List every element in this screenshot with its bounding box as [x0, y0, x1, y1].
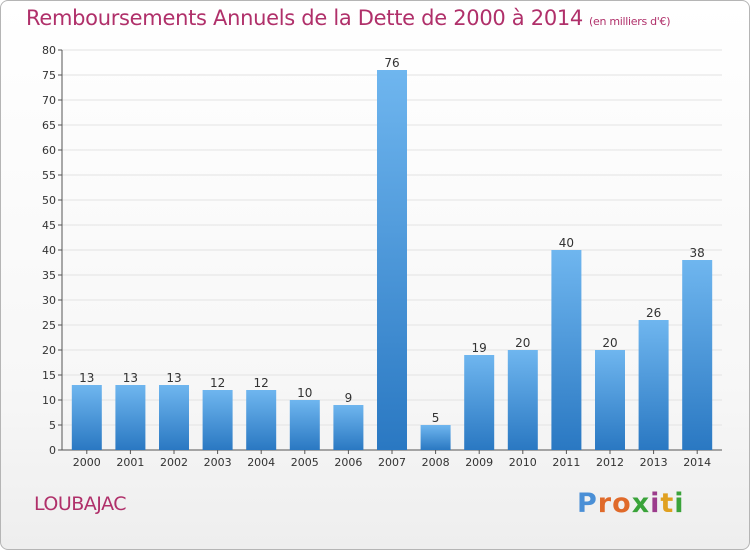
y-tick-label: 60 — [42, 144, 56, 157]
bar-2005 — [289, 400, 320, 450]
x-tick-label-2000: 2000 — [73, 456, 101, 469]
data-label-2005: 10 — [297, 386, 312, 400]
data-label-2002: 13 — [166, 371, 181, 385]
bar-2003 — [202, 390, 233, 450]
x-tick-label-2005: 2005 — [291, 456, 319, 469]
data-label-2012: 20 — [602, 336, 617, 350]
logo-letter: i — [650, 488, 661, 519]
x-tick-label-2003: 2003 — [204, 456, 232, 469]
bar-2011 — [551, 250, 582, 450]
logo-letter: x — [631, 488, 651, 519]
bar-2004 — [246, 390, 277, 450]
data-label-2000: 13 — [79, 371, 94, 385]
y-tick-label: 50 — [42, 194, 56, 207]
bar-2009 — [464, 355, 495, 450]
bar-2007 — [377, 70, 407, 450]
data-label-2009: 19 — [472, 341, 487, 355]
x-tick-label-2010: 2010 — [509, 456, 537, 469]
x-tick-label-2007: 2007 — [378, 456, 406, 469]
chart-title: Remboursements Annuels de la Dette de 20… — [26, 6, 670, 30]
y-tick-label: 70 — [42, 94, 56, 107]
logo-letter: o — [612, 488, 632, 519]
x-tick-label-2009: 2009 — [465, 456, 493, 469]
data-label-2013: 26 — [646, 306, 661, 320]
y-tick-label: 80 — [42, 44, 56, 57]
y-tick-label: 0 — [49, 444, 56, 457]
data-label-2010: 20 — [515, 336, 530, 350]
data-label-2001: 13 — [123, 371, 138, 385]
y-tick-label: 65 — [42, 119, 56, 132]
logo-letter: t — [660, 488, 675, 519]
data-label-2014: 38 — [690, 246, 705, 260]
proxiti-logo: Proxiti — [577, 488, 685, 519]
data-label-2006: 9 — [345, 391, 353, 405]
commune-name: LOUBAJAC — [34, 493, 127, 515]
bar-2000 — [71, 385, 102, 450]
bar-2013 — [638, 320, 669, 450]
logo-letter: i — [674, 488, 685, 519]
bar-2012 — [595, 350, 625, 450]
x-tick-label-2008: 2008 — [422, 456, 450, 469]
y-tick-label: 5 — [49, 419, 56, 432]
y-tick-label: 30 — [42, 294, 56, 307]
x-tick-label-2013: 2013 — [640, 456, 668, 469]
bar-2002 — [159, 385, 189, 450]
bars — [71, 70, 713, 450]
y-tick-label: 40 — [42, 244, 56, 257]
bar-2008 — [420, 425, 451, 450]
data-label-2004: 12 — [254, 376, 269, 390]
data-label-2003: 12 — [210, 376, 225, 390]
bar-2006 — [333, 405, 364, 450]
y-tick-label: 10 — [42, 394, 56, 407]
y-tick-label: 15 — [42, 369, 56, 382]
chart-subtitle: (en milliers d'€) — [589, 15, 671, 28]
bar-2010 — [507, 350, 538, 450]
x-tick-label-2014: 2014 — [683, 456, 711, 469]
logo-letter: P — [577, 488, 598, 519]
data-label-2007: 76 — [384, 56, 399, 70]
x-tick-label-2002: 2002 — [160, 456, 188, 469]
data-labels: 13 13 13 12 12 10 9 76 5 19 20 40 20 26 38 — [79, 56, 705, 425]
y-tick-label: 45 — [42, 219, 56, 232]
x-tick-label-2001: 2001 — [116, 456, 144, 469]
bar-2001 — [115, 385, 146, 450]
y-tick-label: 75 — [42, 69, 56, 82]
x-tick-label-2012: 2012 — [596, 456, 624, 469]
data-label-2008: 5 — [432, 411, 440, 425]
x-tick-label-2011: 2011 — [552, 456, 580, 469]
y-tick-label: 25 — [42, 319, 56, 332]
y-tick-label: 35 — [42, 269, 56, 282]
logo-letter: r — [597, 488, 613, 519]
y-tick-label: 55 — [42, 169, 56, 182]
bar-2014 — [682, 260, 713, 450]
data-label-2011: 40 — [559, 236, 574, 250]
y-tick-label: 20 — [42, 344, 56, 357]
x-tick-label-2004: 2004 — [247, 456, 275, 469]
x-tick-label-2006: 2006 — [334, 456, 362, 469]
chart-title-text: Remboursements Annuels de la Dette de 20… — [26, 6, 583, 30]
